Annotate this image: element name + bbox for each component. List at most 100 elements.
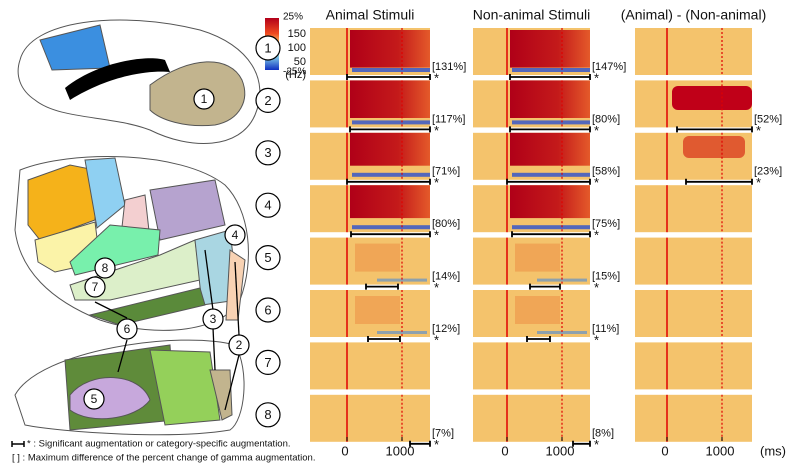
significance-bar bbox=[509, 74, 591, 80]
column-title: (Animal) - (Non-animal) bbox=[621, 7, 766, 23]
significance-mark: * bbox=[594, 437, 599, 452]
x-tick-label: 0 bbox=[341, 443, 348, 458]
time-frequency-panel bbox=[473, 394, 590, 442]
significance-mark: * bbox=[434, 280, 439, 295]
row-number-circle bbox=[255, 192, 281, 218]
difference-blob bbox=[683, 136, 745, 158]
time-frequency-panel bbox=[635, 342, 752, 390]
percent-label: [71%] bbox=[432, 166, 460, 178]
row-number: 3 bbox=[264, 145, 271, 160]
percent-label: [8%] bbox=[592, 428, 614, 440]
percent-label: [80%] bbox=[432, 218, 460, 230]
brain-medial bbox=[17, 19, 261, 144]
row-number: 2 bbox=[264, 93, 271, 108]
brain-ventral bbox=[14, 339, 245, 436]
gamma-suppression bbox=[352, 120, 430, 125]
significance-mark: * bbox=[434, 437, 439, 452]
region-circle bbox=[116, 318, 138, 340]
row-number-circle bbox=[255, 245, 281, 271]
significance-mark: * bbox=[434, 70, 439, 85]
significance-bar bbox=[529, 283, 561, 290]
region-circle bbox=[224, 224, 246, 246]
row-number: 4 bbox=[264, 198, 271, 213]
row-number: 8 bbox=[264, 407, 271, 422]
significance-bar bbox=[511, 231, 591, 238]
percent-label: [14%] bbox=[432, 271, 460, 283]
region-circle bbox=[84, 276, 106, 298]
time-frequency-panel bbox=[635, 28, 752, 75]
percent-label: [147%] bbox=[592, 61, 626, 73]
gamma-suppression bbox=[352, 225, 430, 230]
region-number: 3 bbox=[210, 312, 217, 326]
gamma-augmentation bbox=[515, 243, 560, 272]
gamma-augmentation bbox=[510, 185, 590, 219]
colorbar-min: -25% bbox=[283, 67, 306, 78]
significance-mark: * bbox=[434, 332, 439, 347]
significance-mark: * bbox=[434, 123, 439, 138]
significance-bar bbox=[367, 336, 401, 342]
time-frequency-panel bbox=[310, 342, 430, 390]
row-number-circle bbox=[255, 35, 281, 61]
region-circle bbox=[94, 257, 116, 279]
x-tick-label: 0 bbox=[501, 443, 508, 458]
significance-mark: * bbox=[756, 175, 761, 190]
significance-mark: * bbox=[594, 123, 599, 138]
legend-text: * : Significant augmentation or category… bbox=[27, 439, 291, 450]
significance-bar bbox=[509, 126, 591, 133]
gamma-augmentation bbox=[510, 30, 590, 68]
difference-blob bbox=[672, 86, 752, 110]
region-circle bbox=[202, 308, 224, 330]
region-number: 8 bbox=[102, 261, 109, 275]
region-circle bbox=[228, 334, 250, 356]
gamma-suppression bbox=[512, 120, 590, 125]
column-title: Animal Stimuli bbox=[326, 7, 415, 23]
time-frequency-panel bbox=[473, 342, 590, 390]
region-circle bbox=[83, 388, 105, 410]
region-number: 6 bbox=[124, 322, 131, 336]
gamma-suppression bbox=[352, 68, 430, 72]
time-frequency-panel bbox=[635, 237, 752, 285]
region-number: 1 bbox=[201, 92, 208, 106]
gamma-augmentation bbox=[350, 185, 430, 219]
gamma-suppression bbox=[377, 331, 427, 334]
significance-bar bbox=[506, 178, 591, 185]
time-frequency-panel bbox=[635, 185, 752, 233]
row-number: 7 bbox=[264, 355, 271, 370]
row-number-circle bbox=[255, 87, 281, 114]
gamma-augmentation bbox=[510, 80, 590, 118]
percent-label: [52%] bbox=[754, 113, 782, 125]
significance-bar bbox=[685, 178, 753, 185]
gamma-suppression bbox=[537, 331, 587, 334]
significance-bar bbox=[349, 126, 431, 133]
colorbar-max: 25% bbox=[283, 12, 303, 23]
percent-label: [75%] bbox=[592, 218, 620, 230]
time-frequency-panel bbox=[310, 394, 430, 442]
region-circle bbox=[193, 88, 215, 110]
percent-label: [131%] bbox=[432, 61, 466, 73]
percent-label: [80%] bbox=[592, 113, 620, 125]
significance-mark: * bbox=[594, 228, 599, 243]
gamma-augmentation bbox=[515, 296, 560, 324]
significance-mark: * bbox=[594, 332, 599, 347]
gamma-suppression bbox=[352, 172, 430, 177]
region-number: 4 bbox=[232, 228, 239, 242]
brain-lateral bbox=[14, 156, 249, 331]
legend-text: [ ] : Maximum difference of the percent … bbox=[12, 453, 315, 464]
gamma-augmentation bbox=[350, 30, 430, 68]
row-number-circle bbox=[255, 140, 281, 166]
percent-label: [7%] bbox=[432, 428, 454, 440]
gamma-suppression bbox=[512, 225, 590, 230]
gamma-augmentation bbox=[350, 132, 430, 166]
region-number: 5 bbox=[91, 392, 98, 406]
significance-mark: * bbox=[594, 70, 599, 85]
legend-bar-icon bbox=[11, 441, 25, 447]
x-tick-label: 1000 bbox=[386, 443, 415, 458]
percent-label: [15%] bbox=[592, 271, 620, 283]
gamma-suppression bbox=[377, 278, 427, 282]
percent-label: [23%] bbox=[754, 166, 782, 178]
row-number-circle bbox=[255, 349, 281, 375]
percent-label: [12%] bbox=[432, 323, 460, 335]
percent-label: [117%] bbox=[432, 113, 465, 125]
gamma-augmentation bbox=[355, 243, 400, 272]
